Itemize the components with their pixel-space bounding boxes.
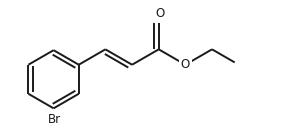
Text: O: O — [181, 58, 190, 71]
Text: Br: Br — [48, 113, 61, 126]
Text: O: O — [155, 7, 164, 20]
